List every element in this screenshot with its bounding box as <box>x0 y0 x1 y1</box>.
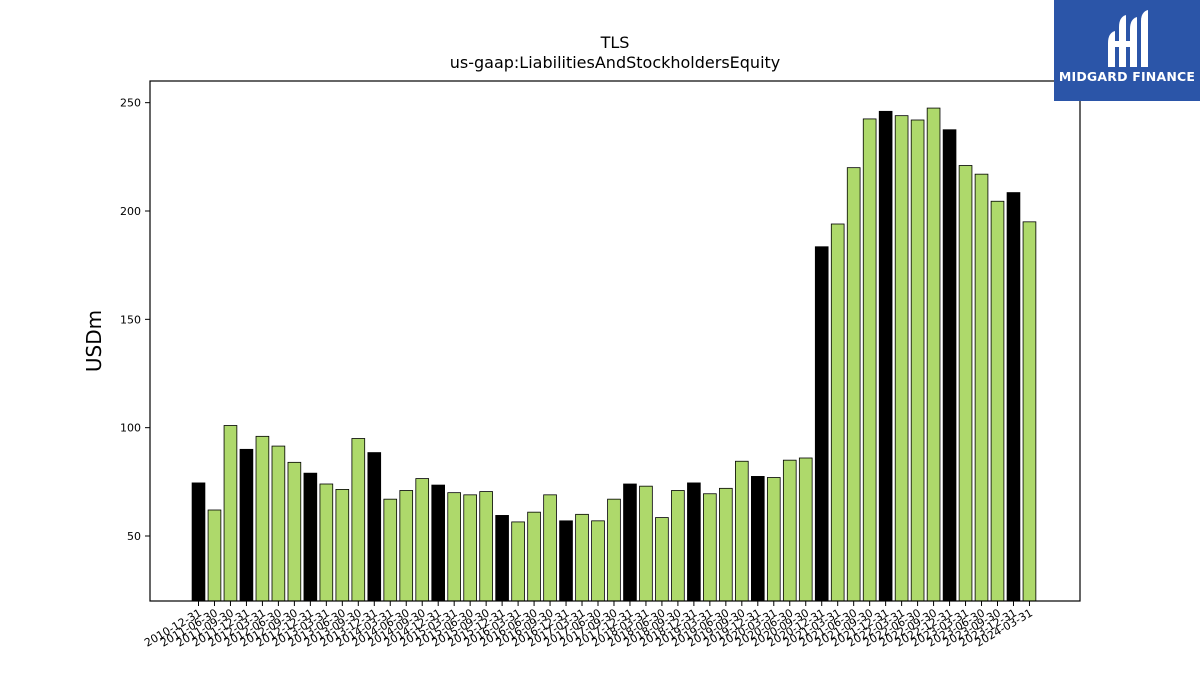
bar-2022-03-31 <box>894 115 909 602</box>
bar-2015-06-30 <box>463 494 477 602</box>
bar-2016-12-31 <box>559 520 573 602</box>
bar-2021-03-31 <box>830 223 845 602</box>
bar-2017-09-30 <box>607 498 621 602</box>
bar-2018-03-31 <box>639 485 653 602</box>
bar-2016-06-30 <box>527 511 541 602</box>
midgard-logo-icon <box>1108 10 1148 67</box>
bar-2019-03-31 <box>703 493 717 602</box>
bar-2021-12-31 <box>878 110 893 602</box>
bar-2019-09-30 <box>735 460 749 602</box>
chart-title: TLS <box>600 33 630 52</box>
bar-2017-03-31 <box>575 513 589 602</box>
bar-2010-12-31 <box>191 482 206 602</box>
bar-2015-12-31 <box>495 515 509 602</box>
logo-text: MIDGARD FINANCE <box>1058 69 1196 84</box>
y-ticks-group: 50 100 150 200 250 <box>120 97 150 543</box>
bar-2024-03-31 <box>1022 221 1037 602</box>
bar-2020-03-31 <box>766 477 781 602</box>
bar-2014-03-31 <box>383 498 398 602</box>
bar-2018-06-30 <box>655 517 669 602</box>
bar-2023-06-30 <box>974 173 989 602</box>
y-tick-label: 150 <box>120 313 141 326</box>
y-tick-label: 50 <box>127 530 141 543</box>
bar-2018-12-31 <box>687 482 701 602</box>
bars-group <box>191 107 1037 602</box>
bar-2016-09-30 <box>543 494 557 602</box>
bar-2021-06-30 <box>846 167 861 602</box>
bar-2016-03-31 <box>511 521 525 602</box>
midgard-finance-logo: MIDGARD FINANCE <box>1054 0 1200 101</box>
bar-2011-09-30 <box>223 425 238 602</box>
bar-2022-06-30 <box>910 119 925 602</box>
bar-2012-06-30 <box>271 445 286 602</box>
bar-2020-09-30 <box>798 457 813 602</box>
bar-2013-09-30 <box>351 438 366 602</box>
bar-2015-09-30 <box>479 491 493 602</box>
bar-2014-09-30 <box>415 478 430 602</box>
bar-2022-12-31 <box>942 129 957 602</box>
bar-2011-12-31 <box>239 448 254 602</box>
bar-2021-09-30 <box>862 118 877 602</box>
bar-2012-09-30 <box>287 461 302 602</box>
x-ticks-group: 2010-12-312011-06-302011-09-302011-12-31… <box>142 601 1035 650</box>
bar-2019-12-31 <box>751 476 765 602</box>
bar-2022-09-30 <box>926 107 941 602</box>
bar-2013-06-30 <box>335 489 350 602</box>
bar-2013-03-31 <box>319 483 334 602</box>
bar-2011-06-30 <box>207 509 222 602</box>
bar-2014-06-30 <box>399 490 414 602</box>
plot-frame <box>149 80 1081 602</box>
bar-2023-03-31 <box>958 165 973 602</box>
bar-2023-09-30 <box>990 200 1005 602</box>
bar-2015-03-31 <box>447 492 461 602</box>
bar-2023-12-31 <box>1006 192 1021 602</box>
bar-2014-12-31 <box>431 484 445 602</box>
y-tick-label: 100 <box>120 422 141 435</box>
chart-subtitle: us-gaap:LiabilitiesAndStockholdersEquity <box>450 53 781 72</box>
y-tick-label: 250 <box>120 97 141 110</box>
bar-2020-12-31 <box>814 246 829 602</box>
bar-2018-09-30 <box>671 490 685 602</box>
bar-2017-06-30 <box>591 520 605 602</box>
bar-2017-12-31 <box>623 483 637 602</box>
y-tick-label: 200 <box>120 205 141 218</box>
y-axis-label: USDm <box>82 310 106 372</box>
bar-2012-03-31 <box>255 435 270 602</box>
bar-2013-12-31 <box>367 452 382 602</box>
bar-2012-12-31 <box>303 472 318 602</box>
bar-2019-06-30 <box>719 487 733 602</box>
bar-2020-06-30 <box>782 459 797 602</box>
